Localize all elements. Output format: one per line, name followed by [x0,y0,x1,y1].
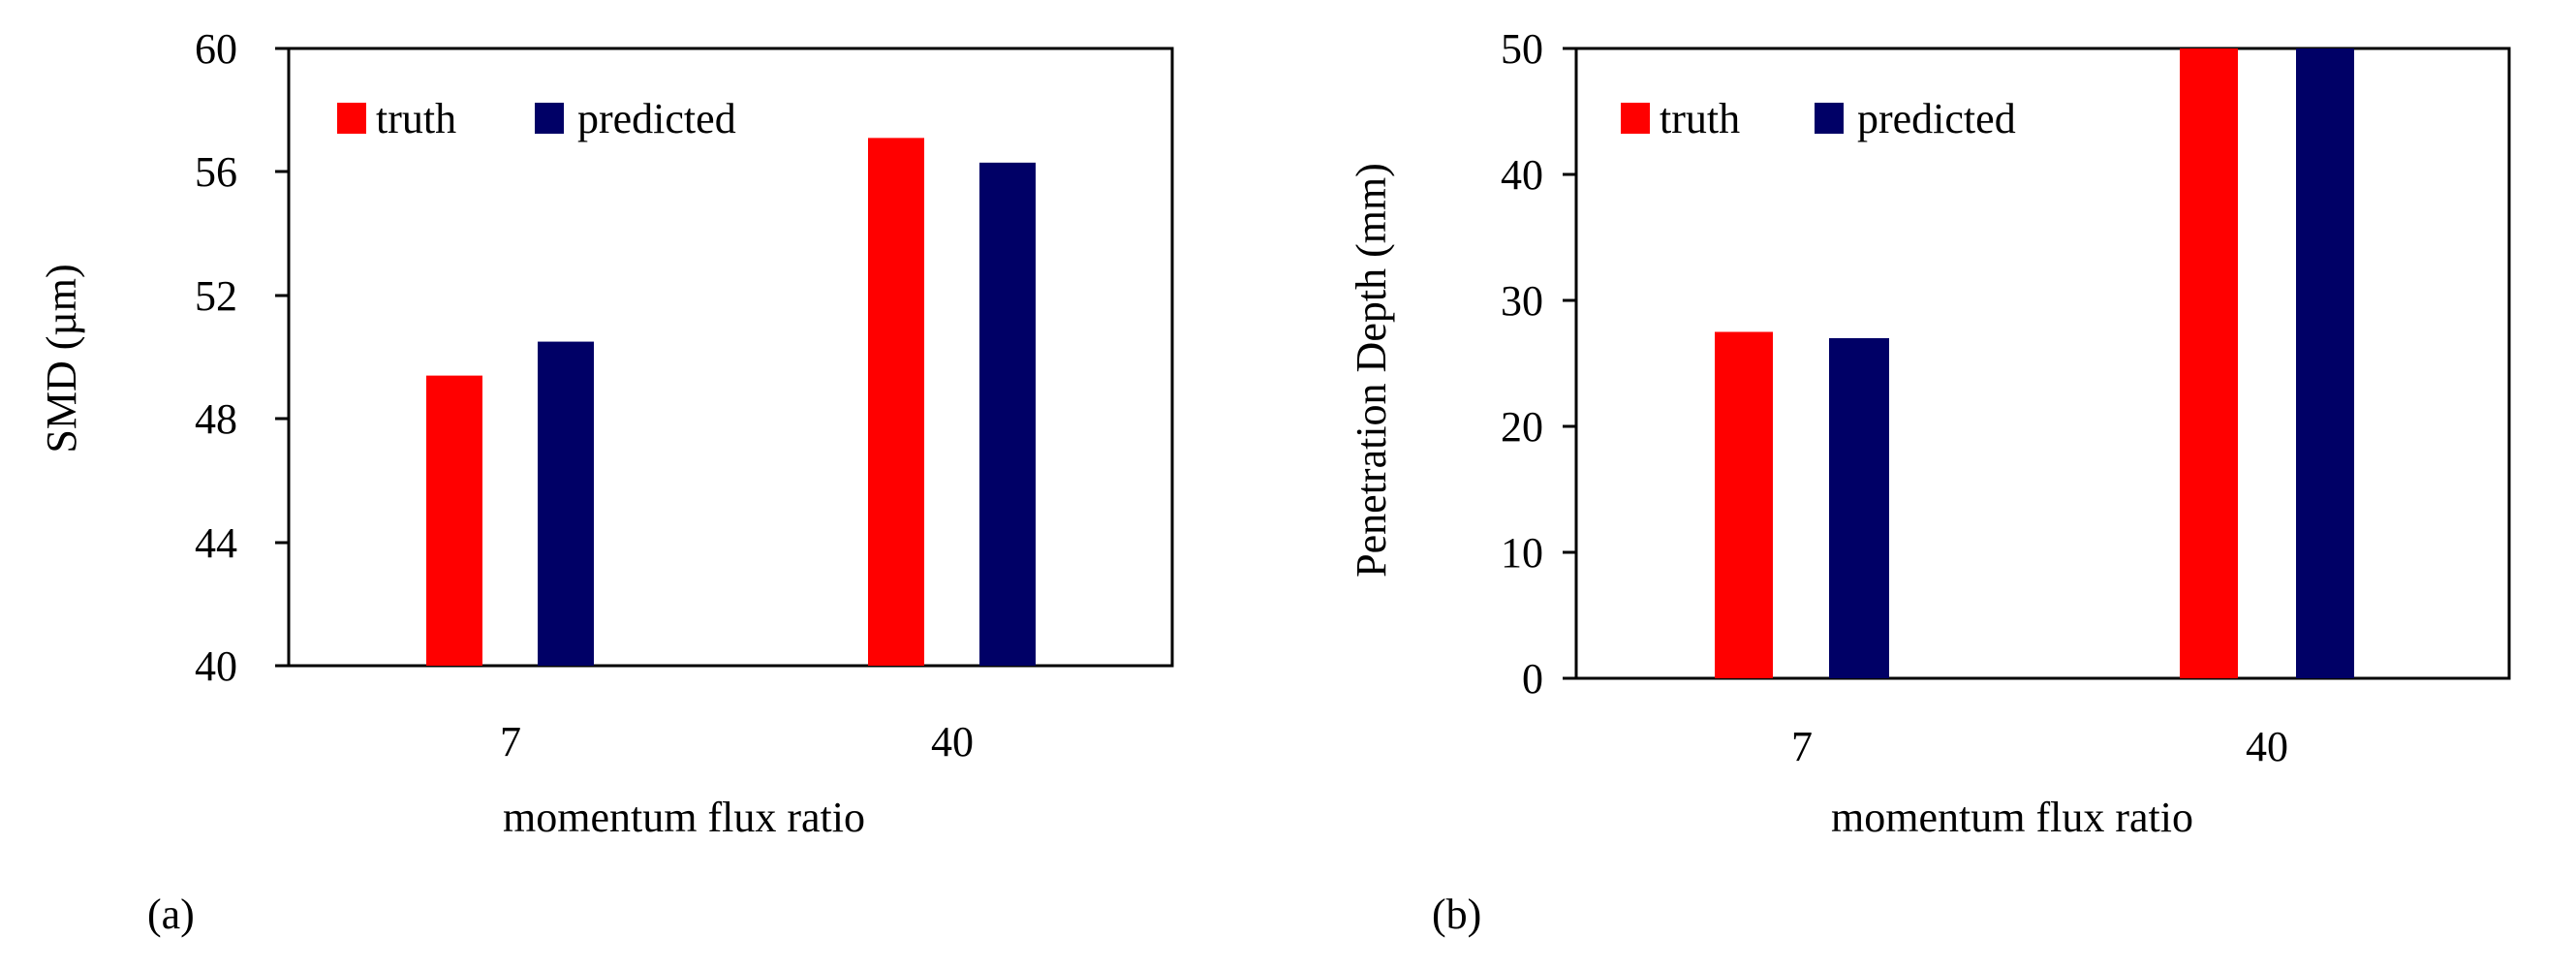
y-tick-label-a-5: 60 [195,25,237,73]
y-axis-title-a: SMD (µm) [38,264,85,453]
legend-swatch-a-truth [337,103,366,134]
plot-frame-a [287,47,1174,668]
y-tick-label-b-5: 50 [1501,25,1543,73]
bar-a-truth-7 [426,375,482,666]
y-tick-label-a-3: 52 [195,272,237,320]
panel-b: 0 10 20 30 40 50 7 40 momentum flux rati… [1348,25,2511,938]
legend-a: truth predicted [337,95,736,142]
y-tick-label-b-4: 40 [1501,151,1543,199]
legend-b: truth predicted [1621,95,2016,142]
y-tick-label-b-3: 30 [1501,277,1543,325]
y-tick-label-a-1: 44 [195,519,237,567]
bar-a-predicted-40 [979,162,1036,667]
legend-label-a-predicted: predicted [577,95,736,142]
legend-label-b-predicted: predicted [1857,95,2016,142]
y-tick-label-b-0: 0 [1522,655,1543,703]
plot-frame-b [1574,47,2511,680]
y-ticks-b [1563,47,1576,680]
bar-a-truth-40 [868,138,924,667]
legend-swatch-b-truth [1621,103,1650,134]
y-tick-labels-b: 0 10 20 30 40 50 [1501,25,1543,703]
x-tick-label-b-1: 40 [2246,723,2288,770]
y-tick-label-b-2: 20 [1501,403,1543,451]
bar-a-predicted-7 [538,341,594,666]
x-axis-title-b: momentum flux ratio [1831,794,2193,841]
legend-label-b-truth: truth [1660,95,1740,142]
bar-b-truth-40 [2180,48,2238,678]
y-tick-label-a-0: 40 [195,642,237,690]
y-tick-label-b-1: 10 [1501,529,1543,577]
panel-label-b: (b) [1432,891,1481,938]
x-tick-label-a-1: 40 [931,718,974,766]
y-tick-label-a-2: 48 [195,395,237,443]
bar-b-truth-7 [1715,331,1773,678]
panel-label-a: (a) [147,891,195,938]
y-ticks-a [275,47,289,668]
panel-a: 40 44 48 52 56 60 7 40 momentum flux rat… [38,25,1174,938]
bar-b-predicted-40 [2296,48,2354,678]
x-tick-label-b-0: 7 [1791,723,1813,770]
legend-swatch-b-predicted [1815,103,1844,134]
x-axis-title-a: momentum flux ratio [503,794,865,841]
legend-label-a-truth: truth [376,95,456,142]
y-tick-label-a-4: 56 [195,148,237,196]
legend-swatch-a-predicted [535,103,564,134]
y-tick-labels-a: 40 44 48 52 56 60 [195,25,237,690]
x-tick-label-a-0: 7 [500,718,521,766]
y-axis-title-b: Penetration Depth (mm) [1348,163,1395,578]
bar-b-predicted-7 [1829,338,1889,678]
